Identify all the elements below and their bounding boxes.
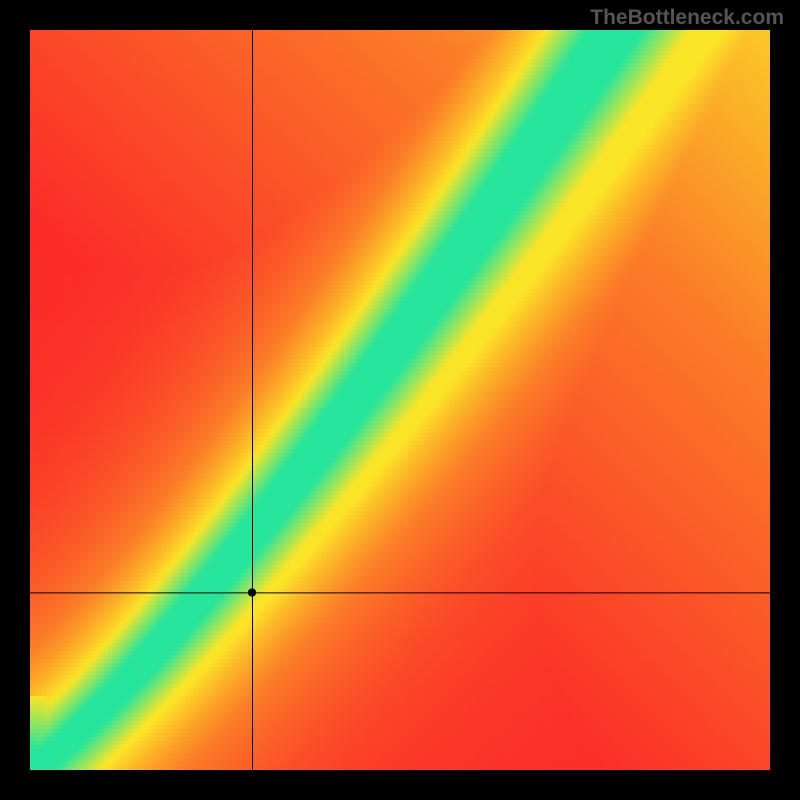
heatmap-canvas: [30, 30, 770, 770]
watermark-text: TheBottleneck.com: [590, 6, 784, 30]
chart-container: TheBottleneck.com: [0, 0, 800, 800]
plot-area: [30, 30, 770, 770]
